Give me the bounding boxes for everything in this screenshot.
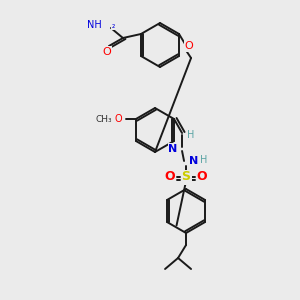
Text: O: O: [197, 170, 207, 184]
Text: H: H: [200, 155, 208, 165]
Text: CH₃: CH₃: [96, 115, 112, 124]
Text: N: N: [189, 156, 199, 166]
Text: NH: NH: [87, 20, 102, 30]
Text: ₂: ₂: [112, 20, 115, 29]
Text: O: O: [185, 41, 194, 51]
Text: O: O: [165, 170, 176, 184]
Text: S: S: [182, 170, 190, 184]
Text: H: H: [188, 130, 195, 140]
Text: O: O: [103, 47, 111, 57]
Text: N: N: [168, 144, 178, 154]
Text: O: O: [114, 114, 122, 124]
